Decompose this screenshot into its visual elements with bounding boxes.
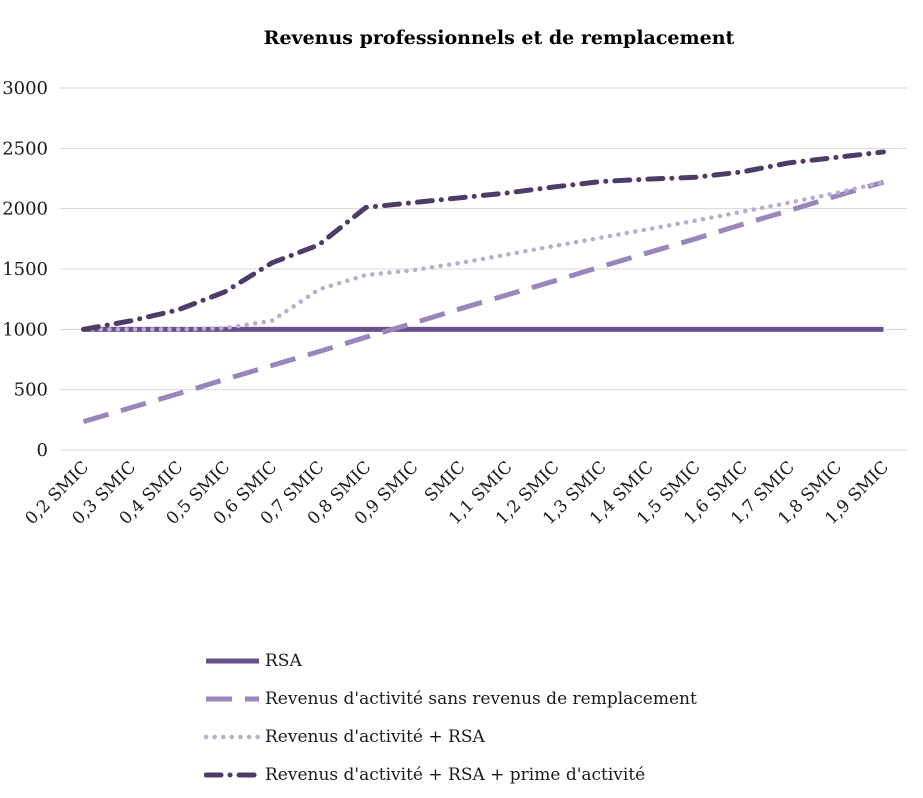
legend-item-activite-rsa-prime: Revenus d'activité + RSA + prime d'activ… [204,756,923,794]
line-chart: Revenus professionnels et de remplacemen… [2,27,907,529]
legend-label-revenus-activite: Revenus d'activité sans revenus de rempl… [265,689,697,709]
y-axis-tick-label: 2500 [2,138,48,159]
legend-item-revenus-activite: Revenus d'activité sans revenus de rempl… [204,680,923,718]
chart-title: Revenus professionnels et de remplacemen… [264,27,735,49]
y-axis-tick-label: 2000 [2,199,48,220]
series-line-1 [82,179,885,425]
y-axis-tick-label: 0 [37,440,48,461]
y-axis-tick-label: 1000 [2,319,48,340]
series-line-3 [81,149,886,332]
legend-item-rsa: RSA [204,642,923,680]
legend-label-activite-rsa-prime: Revenus d'activité + RSA + prime d'activ… [265,765,646,785]
legend-marker-activite-rsa-prime-line [204,772,261,778]
legend-marker-revenus-activite-line [206,696,259,702]
series-line-2 [81,179,886,332]
y-axis-tick-label: 3000 [2,78,48,99]
y-axis-tick-label: 500 [14,380,48,401]
legend-label-activite-rsa: Revenus d'activité + RSA [265,727,485,747]
y-axis-tick-label: 1500 [2,259,48,280]
legend-label-rsa: RSA [265,651,302,671]
legend-marker-activite-rsa-line [204,734,261,740]
legend-item-activite-rsa: Revenus d'activité + RSA [204,718,923,756]
legend-marker-rsa-line [206,658,259,664]
chart-legend: RSA Revenus d'activité sans revenus de r… [204,642,923,794]
